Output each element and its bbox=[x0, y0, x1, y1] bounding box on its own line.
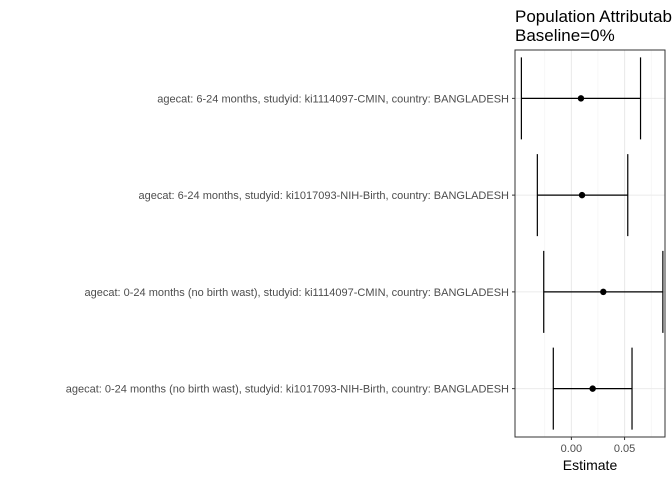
x-tick-label-1: 0.05 bbox=[614, 443, 635, 455]
estimate-row-0 bbox=[520, 57, 642, 140]
chart-subtitle: Baseline=0% bbox=[515, 26, 615, 45]
estimate-point-3 bbox=[589, 385, 596, 392]
chart-title: Population Attributable Fraction bbox=[515, 7, 672, 26]
y-tick-label-2: agecat: 0-24 months (no birth wast), stu… bbox=[85, 287, 510, 299]
estimate-point-1 bbox=[578, 191, 586, 199]
y-axis: agecat: 6-24 months, studyid: ki1114097-… bbox=[66, 93, 515, 396]
plot-border bbox=[514, 49, 666, 438]
estimate-row-3 bbox=[552, 347, 633, 430]
x-axis: 0.00 0.05 bbox=[561, 437, 635, 455]
estimate-row-2 bbox=[543, 250, 664, 333]
plot-panel bbox=[515, 50, 665, 437]
x-axis-title: Estimate bbox=[563, 457, 618, 473]
estimate-rows bbox=[520, 57, 664, 430]
y-tick-label-1: agecat: 6-24 months, studyid: ki1017093-… bbox=[138, 190, 509, 202]
y-tick-label-3: agecat: 0-24 months (no birth wast), stu… bbox=[66, 384, 509, 396]
x-tick-label-0: 0.00 bbox=[561, 443, 582, 455]
estimate-point-0 bbox=[577, 95, 585, 102]
y-tick-label-0: agecat: 6-24 months, studyid: ki1114097-… bbox=[157, 93, 509, 105]
plot-area bbox=[514, 49, 666, 438]
estimate-point-2 bbox=[600, 288, 607, 296]
estimate-row-1 bbox=[536, 154, 629, 237]
